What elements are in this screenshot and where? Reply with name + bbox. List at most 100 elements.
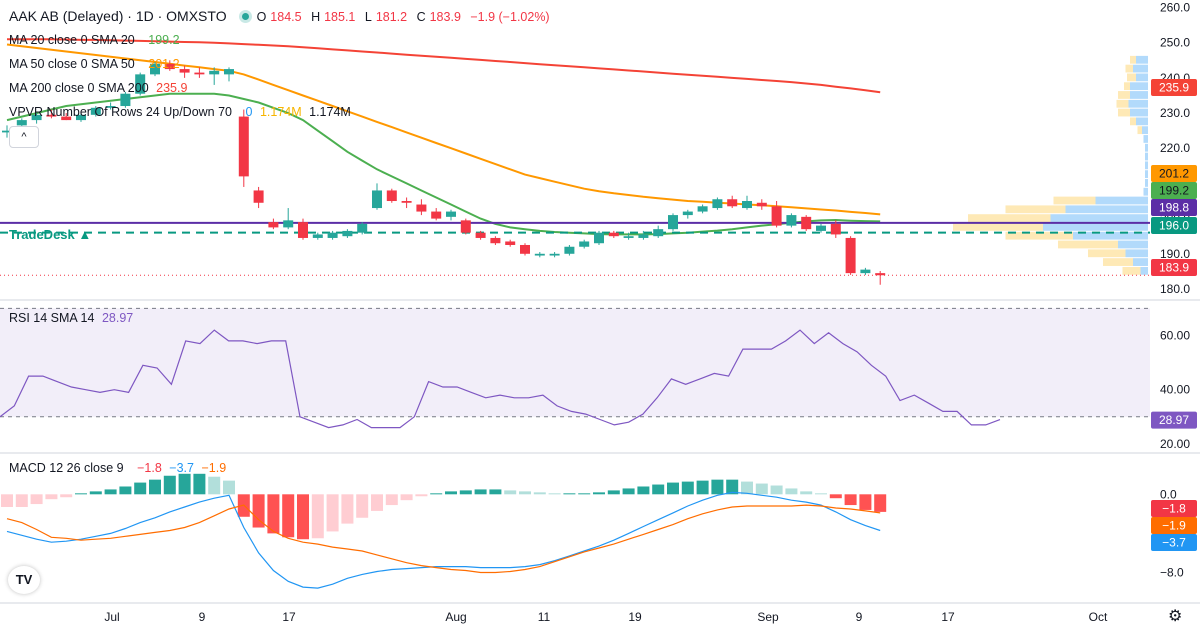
- x-tick-label: 9: [856, 610, 863, 624]
- macd-histogram-bar: [815, 493, 827, 495]
- candle-body: [224, 69, 234, 75]
- vpvr-up-bar: [1145, 179, 1148, 187]
- macd-value-tag: [1151, 534, 1197, 551]
- macd-histogram-bar: [578, 493, 591, 495]
- macd-histogram-bar: [667, 482, 679, 495]
- price-label-tag: [1151, 165, 1197, 182]
- candle-body: [372, 190, 382, 209]
- vpvr-up-bar: [1136, 73, 1148, 82]
- tradingview-logo[interactable]: TV: [8, 566, 40, 594]
- ma50-label: MA 50 close 0 SMA 50: [9, 57, 135, 71]
- ma200-label: MA 200 close 0 SMA 200: [9, 81, 149, 95]
- candle-body: [830, 223, 841, 235]
- candle-body: [816, 225, 826, 231]
- vpvr-up-bar: [1095, 196, 1148, 205]
- macd-histogram-bar: [607, 490, 620, 495]
- macd-value-2: −3.7: [169, 461, 194, 475]
- candle-body: [475, 232, 486, 238]
- collapse-legend-button[interactable]: ^: [9, 126, 39, 148]
- close-value: 183.9: [429, 10, 461, 24]
- vpvr-up-bar: [1130, 108, 1148, 117]
- macd-histogram-bar: [430, 493, 443, 495]
- macd-histogram-bar: [563, 493, 576, 495]
- rsi-value-text: 28.97: [1159, 413, 1189, 427]
- macd-histogram-bar: [282, 494, 295, 538]
- y-tick-label: 190.0: [1160, 247, 1190, 261]
- ma20-legend[interactable]: MA 20 close 0 SMA 20 199.2: [9, 33, 184, 47]
- price-label-tag: [1151, 199, 1197, 216]
- candle-body: [31, 114, 42, 121]
- vpvr-up-bar: [1128, 99, 1148, 108]
- vpvr-down-bar: [1122, 266, 1141, 275]
- macd-histogram-bar: [637, 486, 650, 495]
- candle-body: [860, 269, 871, 274]
- vpvr-down-bar: [1058, 240, 1118, 249]
- macd-value-3: −1.9: [201, 461, 227, 475]
- macd-legend[interactable]: MACD 12 26 close 9 −1.8 −3.7 −1.9: [9, 461, 230, 475]
- price-label-text: 235.9: [1159, 81, 1189, 95]
- vpvr-down-bar: [1125, 64, 1133, 73]
- macd-histogram-bar: [15, 494, 28, 508]
- macd-histogram-bar: [548, 493, 561, 495]
- macd-histogram-bar: [800, 491, 813, 495]
- macd-histogram-bar: [785, 488, 798, 495]
- macd-histogram-bar: [208, 476, 221, 495]
- vpvr-down-bar: [1088, 249, 1126, 258]
- ma50-legend[interactable]: MA 50 close 0 SMA 50 201.2: [9, 57, 184, 71]
- high-label: H: [311, 10, 321, 24]
- vpvr-up-bar: [1145, 161, 1148, 170]
- macd-label: MACD 12 26 close 9: [9, 461, 124, 475]
- candle-body: [194, 72, 205, 75]
- price-label-tag: [1151, 79, 1197, 96]
- candle-body: [771, 206, 782, 226]
- low-label: L: [364, 10, 372, 24]
- macd-value-text: −1.9: [1162, 519, 1186, 533]
- vpvr-up-bar: [1133, 258, 1148, 266]
- candle-body: [712, 199, 723, 209]
- macd-histogram-bar: [519, 491, 531, 495]
- price-label-text: 201.2: [1159, 167, 1189, 181]
- ma20-value: 199.2: [148, 33, 180, 47]
- macd-histogram-bar: [178, 473, 191, 495]
- macd-histogram-bar: [681, 481, 694, 495]
- macd-value-tag: [1151, 517, 1197, 534]
- candle-body: [357, 223, 368, 233]
- vpvr-label: VPVR Number Of Rows 24 Up/Down 70: [9, 105, 233, 119]
- ma50-value: 201.2: [148, 57, 180, 71]
- candle-body: [298, 222, 308, 238]
- ma200-legend[interactable]: MA 200 close 0 SMA 200 235.9: [9, 81, 191, 95]
- vpvr-up-bar: [1118, 240, 1148, 249]
- candle-body: [594, 232, 604, 244]
- price-label-text: 198.8: [1159, 201, 1189, 215]
- candle-body: [505, 241, 516, 245]
- x-tick-label: 9: [199, 610, 206, 624]
- candle-body: [268, 222, 279, 228]
- macd-histogram-bar: [252, 494, 265, 528]
- x-tick-label: 19: [628, 610, 642, 624]
- macd-histogram-bar: [489, 489, 502, 495]
- macd-line: [6, 491, 881, 589]
- vpvr-up-bar: [1125, 249, 1148, 258]
- y-tick-label: 180.0: [1160, 282, 1190, 296]
- vpvr-up-bar: [1043, 223, 1148, 231]
- y-tick-label: 250.0: [1160, 36, 1190, 50]
- gear-icon[interactable]: ⚙: [1168, 608, 1183, 625]
- candle-body: [564, 246, 575, 254]
- macd-histogram-bar: [45, 494, 58, 500]
- x-tick-label: 17: [941, 610, 955, 624]
- macd-histogram-bar: [459, 490, 472, 495]
- candle-body: [608, 232, 619, 237]
- macd-histogram-bar: [696, 480, 709, 495]
- vpvr-legend[interactable]: VPVR Number Of Rows 24 Up/Down 70 0 1.17…: [9, 105, 355, 119]
- tradedesk-label[interactable]: TradeDesk ▲: [9, 227, 92, 242]
- macd-histogram-bar: [297, 494, 309, 540]
- macd-histogram-bar: [267, 494, 280, 534]
- macd-histogram-bar: [356, 494, 369, 518]
- macd-value-tag: [1151, 500, 1197, 517]
- candle-body: [682, 211, 693, 216]
- rsi-legend[interactable]: RSI 14 SMA 14 28.97: [9, 311, 137, 325]
- macd-histogram-bar: [755, 483, 768, 495]
- symbol-title[interactable]: AAK AB (Delayed) · 1D · OMXSTO: [9, 8, 227, 24]
